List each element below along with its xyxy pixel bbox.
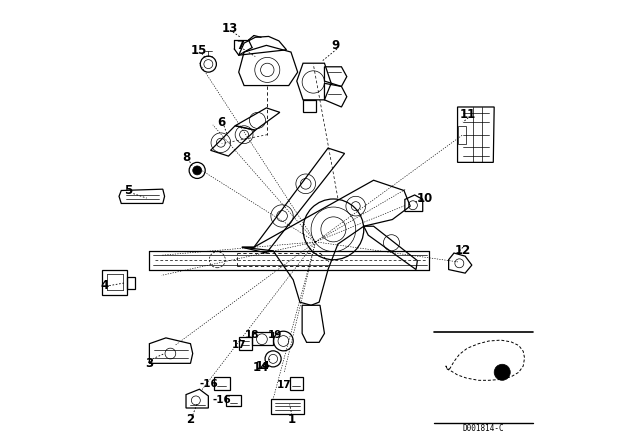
Text: 5: 5 [124, 184, 132, 197]
Text: 13: 13 [221, 22, 238, 35]
Text: 10: 10 [417, 192, 433, 205]
Circle shape [193, 166, 202, 175]
Text: 4: 4 [100, 279, 109, 292]
Text: -16: -16 [200, 379, 219, 389]
Text: 12: 12 [455, 244, 471, 257]
Text: 14: 14 [255, 361, 270, 371]
Text: 15: 15 [190, 44, 207, 57]
Polygon shape [458, 126, 467, 144]
Circle shape [494, 364, 510, 380]
Text: 18: 18 [245, 330, 259, 340]
Text: 17: 17 [277, 380, 292, 390]
Text: -16: -16 [212, 396, 231, 405]
Text: 6: 6 [218, 116, 226, 129]
Text: 2: 2 [186, 413, 195, 426]
Text: 1: 1 [288, 413, 296, 426]
Text: 17: 17 [232, 340, 247, 349]
Text: 9: 9 [332, 39, 340, 52]
Text: D001814-C: D001814-C [462, 424, 504, 433]
Text: 14: 14 [253, 361, 269, 375]
Text: 11: 11 [460, 108, 476, 121]
Bar [433, 330, 535, 424]
Text: 7: 7 [236, 39, 244, 52]
Text: 19: 19 [268, 330, 282, 340]
Text: 8: 8 [182, 151, 190, 164]
Text: 3: 3 [145, 357, 153, 370]
